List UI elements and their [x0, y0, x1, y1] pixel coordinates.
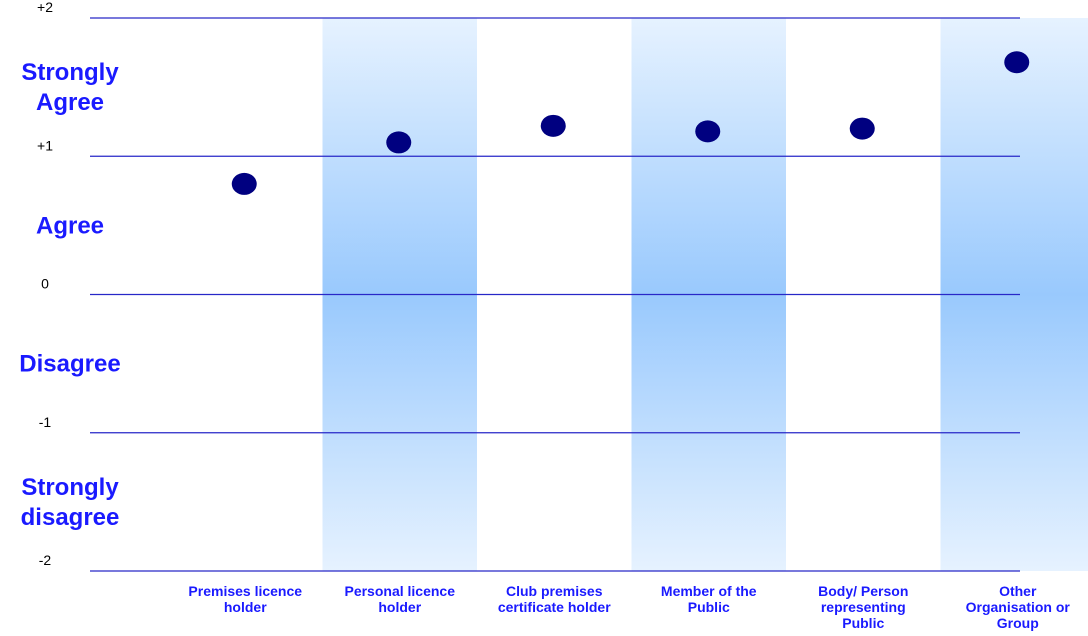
data-point: [386, 131, 412, 154]
category-label: Member of the Public: [661, 583, 757, 615]
y-axis-ticks: +2 +1 0 -1 -2: [37, 0, 53, 568]
data-point: [695, 120, 721, 143]
data-point: [1004, 51, 1030, 74]
category-label: Premises licence holder: [188, 583, 302, 615]
data-point: [231, 172, 257, 195]
y-tick-label: +1: [37, 137, 53, 153]
zone-label: Strongly Agree: [21, 59, 119, 116]
y-tick-label: -1: [39, 414, 52, 430]
y-tick-label: -2: [39, 552, 52, 568]
data-point: [849, 117, 875, 140]
category-label: Personal licence holder: [344, 583, 455, 615]
category-label: Body/ Person representing Public: [818, 583, 908, 631]
category-label: Club premises certificate holder: [498, 583, 611, 615]
y-tick-label: 0: [41, 276, 49, 292]
category-label: Other Organisation or Group: [966, 583, 1071, 631]
y-tick-label: +2: [37, 0, 53, 15]
category-labels: Premises licence holder Personal licence ho…: [188, 583, 1070, 631]
zone-label: Disagree: [19, 351, 120, 378]
data-point: [540, 114, 566, 137]
zone-labels: Strongly Agree Agree Disagree Strongly disagr…: [19, 59, 120, 531]
gridlines: [90, 17, 1020, 572]
zone-label: Agree: [36, 212, 104, 239]
data-points: [231, 51, 1030, 195]
zone-label: Strongly disagree: [21, 474, 120, 531]
